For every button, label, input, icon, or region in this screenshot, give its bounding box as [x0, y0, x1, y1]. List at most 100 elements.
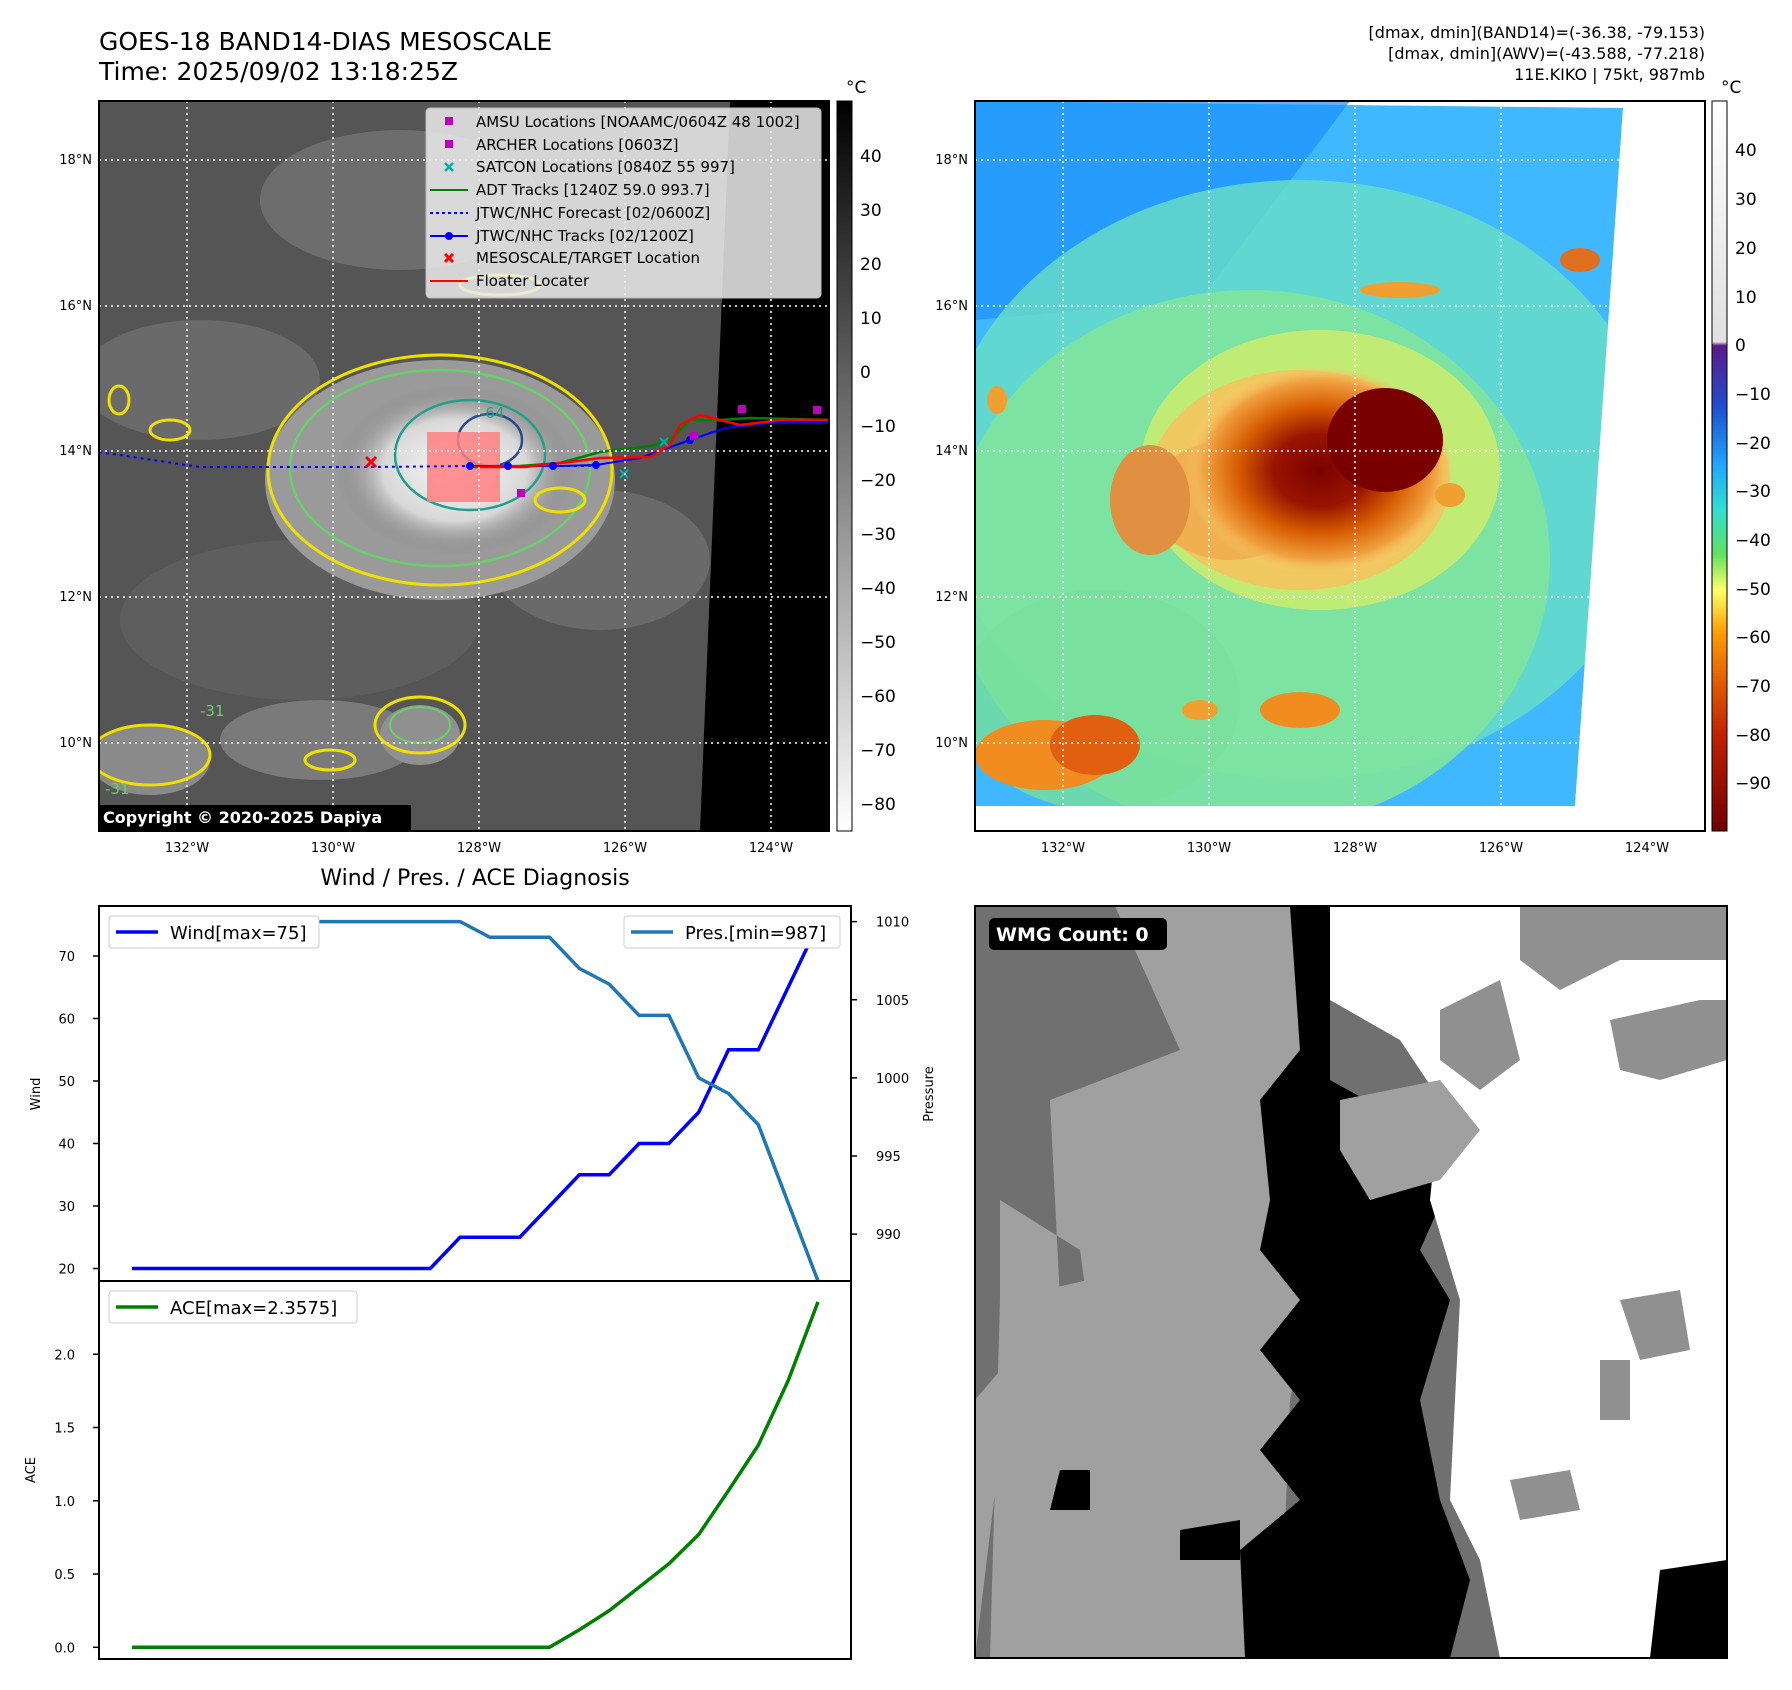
- awv-colorbar-ticks: 40 30 20 10 0 −10 −20 −30 −40 −50 −60 −7…: [1735, 141, 1771, 794]
- contour-label: -31: [105, 780, 130, 798]
- wmg-frame: [974, 905, 1728, 1659]
- target-marker: [364, 455, 378, 469]
- svg-text:10°N: 10°N: [59, 736, 92, 751]
- svg-text:Floater Locater: Floater Locater: [476, 272, 590, 290]
- svg-text:10: 10: [1735, 288, 1757, 308]
- legend-item-forecast: JTWC/NHC Forecast [02/0600Z]: [430, 204, 710, 222]
- satcon-markers: [619, 437, 669, 479]
- legend-item-tracks: JTWC/NHC Tracks [02/1200Z]: [430, 227, 694, 245]
- svg-text:MESOSCALE/TARGET Location: MESOSCALE/TARGET Location: [476, 249, 700, 267]
- svg-text:−20: −20: [1735, 434, 1771, 454]
- ace-chart: 0.0 0.5 1.0 1.5 2.0 ACE ACE[max=2.3575]: [24, 1280, 852, 1660]
- figure-title: GOES-18 BAND14-DIAS MESOSCALE: [99, 27, 552, 56]
- svg-text:−20: −20: [860, 471, 896, 491]
- legend-item-satcon: SATCON Locations [0840Z 55 997]: [444, 158, 735, 176]
- svg-text:16°N: 16°N: [935, 299, 968, 314]
- ace-tick-label: 0.0: [54, 1641, 75, 1656]
- ace-axis: 0.0 0.5 1.0 1.5 2.0: [54, 1348, 99, 1656]
- svg-text:0: 0: [1735, 336, 1746, 356]
- band14-stats: [dmax, dmin](BAND14)=(-36.38, -79.153): [1369, 23, 1705, 42]
- svg-text:JTWC/NHC Forecast [02/0600Z]: JTWC/NHC Forecast [02/0600Z]: [475, 204, 710, 222]
- wind-legend: Wind[max=75]: [108, 915, 320, 949]
- storm-info: 11E.KIKO | 75kt, 987mb: [1514, 65, 1705, 84]
- ace-series: [132, 1301, 820, 1650]
- ace-line: [132, 1301, 820, 1650]
- svg-text:10: 10: [860, 309, 882, 329]
- awv-gridlines: [975, 101, 1623, 806]
- ace-legend-label: ACE[max=2.3575]: [170, 1298, 337, 1319]
- legend-item-archer: ARCHER Locations [0603Z]: [445, 136, 679, 154]
- pressure-tick-label: 995: [876, 1150, 901, 1165]
- svg-text:−10: −10: [1735, 385, 1771, 405]
- ace-tick-label: 2.0: [54, 1348, 75, 1363]
- wind-axis-label: Wind: [29, 1078, 44, 1111]
- svg-text:30: 30: [1735, 190, 1757, 210]
- ir-map-panel: -64 -31 -31: [59, 78, 896, 856]
- svg-text:−70: −70: [860, 741, 896, 761]
- pressure-legend-label: Pres.[min=987]: [685, 923, 826, 944]
- ir-lat-labels: 18°N 16°N 14°N 12°N 10°N: [59, 153, 92, 751]
- svg-text:−80: −80: [1735, 726, 1771, 746]
- wind-tick-label: 50: [58, 1075, 75, 1090]
- wind-tick-label: 40: [58, 1138, 75, 1153]
- ace-frame: [98, 1280, 852, 1660]
- svg-text:40: 40: [1735, 141, 1757, 161]
- diagnosis-title: Wind / Pres. / ACE Diagnosis: [320, 866, 629, 891]
- awv-lon-labels: 132°W 130°W 128°W 126°W 124°W: [1041, 841, 1669, 856]
- svg-text:128°W: 128°W: [1333, 841, 1377, 856]
- svg-text:−50: −50: [1735, 580, 1771, 600]
- svg-text:132°W: 132°W: [165, 841, 209, 856]
- ace-tick-label: 0.5: [54, 1568, 75, 1583]
- figure-time: Time: 2025/09/02 13:18:25Z: [98, 57, 458, 86]
- awv-lat-labels: 18°N 16°N 14°N 12°N 10°N: [935, 153, 968, 751]
- wind-tick-label: 70: [58, 950, 75, 965]
- wind-pressure-frame: [98, 905, 852, 1282]
- svg-text:18°N: 18°N: [59, 153, 92, 168]
- awv-imagery: [975, 101, 1705, 831]
- svg-text:−30: −30: [860, 525, 896, 545]
- svg-text:−60: −60: [1735, 628, 1771, 648]
- svg-text:−60: −60: [860, 687, 896, 707]
- pressure-tick-label: 1005: [876, 994, 909, 1009]
- svg-text:124°W: 124°W: [749, 841, 793, 856]
- pressure-tick-label: 1000: [876, 1072, 909, 1087]
- contour-label: -64: [480, 404, 505, 422]
- svg-text:124°W: 124°W: [1625, 841, 1669, 856]
- wmg-count-badge: [989, 918, 1167, 950]
- svg-text:30: 30: [860, 201, 882, 221]
- awv-colorbar: °C 40 30 20 10 0 −10 −20 −30 −40 −50 −60…: [1711, 78, 1771, 832]
- svg-text:AMSU Locations [NOAAMC/0604Z 4: AMSU Locations [NOAAMC/0604Z 48 1002]: [476, 113, 800, 131]
- wind-axis: 20 30 40 50 60 70: [58, 950, 99, 1278]
- legend-item-target: MESOSCALE/TARGET Location: [443, 249, 700, 267]
- svg-text:−90: −90: [1735, 774, 1771, 794]
- svg-text:−80: −80: [860, 795, 896, 815]
- svg-text:−50: −50: [860, 633, 896, 653]
- ir-colorbar-unit: °C: [846, 78, 866, 98]
- svg-text:14°N: 14°N: [59, 444, 92, 459]
- ir-lon-labels: 132°W 130°W 128°W 126°W 124°W: [165, 841, 793, 856]
- ir-legend: AMSU Locations [NOAAMC/0604Z 48 1002] AR…: [425, 107, 822, 299]
- svg-text:12°N: 12°N: [59, 590, 92, 605]
- pressure-axis: 990 995 1000 1005 1010: [851, 916, 909, 1243]
- svg-text:126°W: 126°W: [1479, 841, 1523, 856]
- svg-text:ARCHER Locations [0603Z]: ARCHER Locations [0603Z]: [476, 136, 679, 154]
- wind-tick-label: 30: [58, 1200, 75, 1215]
- wind-line: [132, 923, 820, 1271]
- svg-text:JTWC/NHC Tracks [02/1200Z]: JTWC/NHC Tracks [02/1200Z]: [475, 227, 694, 245]
- svg-text:−40: −40: [860, 579, 896, 599]
- svg-text:130°W: 130°W: [1187, 841, 1231, 856]
- svg-text:−70: −70: [1735, 677, 1771, 697]
- legend-item-floater: Floater Locater: [430, 272, 590, 290]
- ace-legend: ACE[max=2.3575]: [108, 1290, 358, 1324]
- pressure-tick-label: 1010: [876, 916, 909, 931]
- awv-map-frame: [974, 100, 1706, 832]
- ace-tick-label: 1.0: [54, 1495, 75, 1510]
- wind-tick-label: 60: [58, 1013, 75, 1028]
- pressure-legend: Pres.[min=987]: [623, 915, 841, 949]
- legend-item-amsu: AMSU Locations [NOAAMC/0604Z 48 1002]: [445, 113, 800, 131]
- svg-text:−30: −30: [1735, 482, 1771, 502]
- ace-axis-label: ACE: [24, 1457, 39, 1483]
- contour-label: -31: [200, 702, 225, 720]
- ir-map-frame: [98, 100, 830, 832]
